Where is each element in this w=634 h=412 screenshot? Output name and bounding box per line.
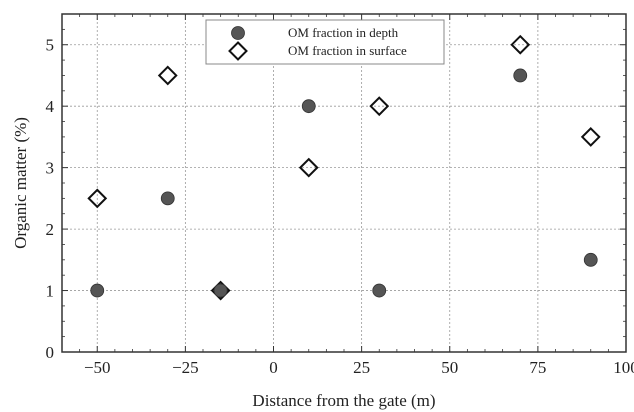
depth-point xyxy=(213,283,228,298)
axis-ticks xyxy=(61,13,627,353)
x-tick-label: 100 xyxy=(613,358,634,377)
x-tick-label: −50 xyxy=(84,358,111,377)
x-tick-label: 50 xyxy=(441,358,458,377)
surface-point xyxy=(580,126,601,147)
tick-labels: −50 −25 0 25 50 75 100 0 1 2 3 4 5 xyxy=(46,36,634,377)
y-tick-label: 5 xyxy=(46,36,55,55)
legend-diamond-marker xyxy=(228,41,248,61)
legend-entry-label: OM fraction in depth xyxy=(288,25,399,40)
depth-point xyxy=(160,191,175,206)
y-tick-label: 2 xyxy=(46,220,55,239)
surface-point xyxy=(369,96,390,117)
depth-point xyxy=(301,99,316,114)
legend-circle-marker xyxy=(231,26,245,40)
legend-box xyxy=(205,19,445,65)
depth-point xyxy=(583,252,598,267)
legend: OM fraction in depth OM fraction in surfa… xyxy=(205,19,445,65)
depth-point xyxy=(372,283,387,298)
surface-point xyxy=(87,188,108,209)
y-tick-label: 1 xyxy=(46,282,55,301)
y-axis-label: Organic matter (%) xyxy=(11,117,30,249)
y-tick-label: 3 xyxy=(46,159,55,178)
x-tick-label: 25 xyxy=(353,358,370,377)
plot-frame xyxy=(61,13,627,353)
surface-point xyxy=(298,157,319,178)
depth-point xyxy=(513,68,528,83)
x-axis-label: Distance from the gate (m) xyxy=(252,391,435,410)
x-tick-label: −25 xyxy=(172,358,199,377)
surface-point xyxy=(157,65,178,86)
x-tick-label: 0 xyxy=(269,358,278,377)
surface-point xyxy=(510,34,531,55)
x-tick-label: 75 xyxy=(529,358,546,377)
grid-lines xyxy=(62,14,626,352)
depth-point xyxy=(90,283,105,298)
legend-entry-label: OM fraction in surface xyxy=(288,43,407,58)
y-tick-label: 0 xyxy=(46,343,55,362)
y-tick-label: 4 xyxy=(46,97,55,116)
data-points xyxy=(87,34,601,301)
